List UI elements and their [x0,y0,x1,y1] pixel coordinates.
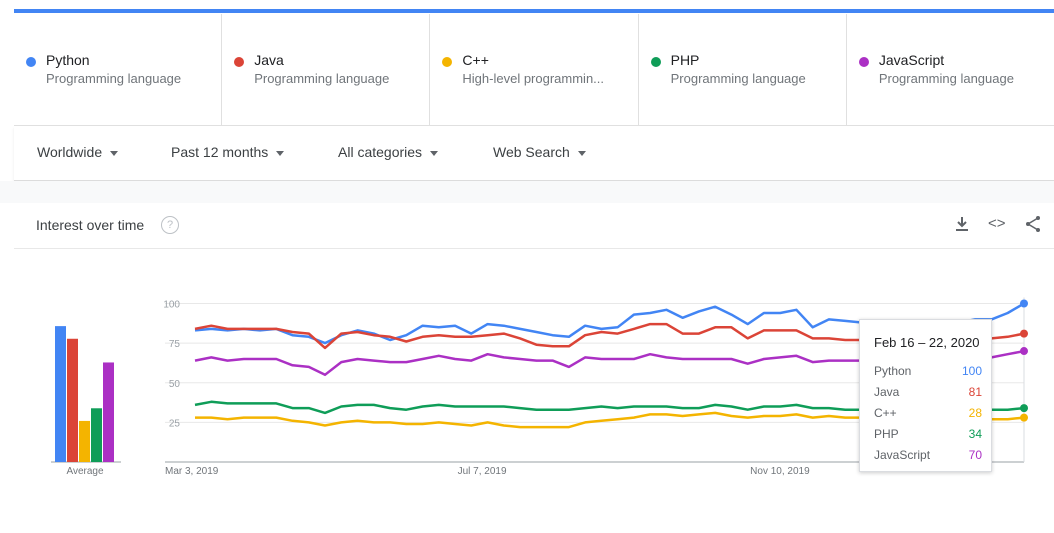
search-type-label: Web Search [493,144,570,160]
card-divider [14,248,1054,249]
x-tick-label: Mar 3, 2019 [165,466,219,477]
term-type: Programming language [46,71,182,86]
tooltip-row: Java 81 [874,385,982,399]
dropdown-arrow-icon [577,150,586,156]
search-type-dropdown[interactable]: Web Search [493,144,586,160]
term-color-dot [26,57,36,67]
series-point-php [1020,404,1028,413]
tooltip-row: Python 100 [874,364,982,378]
tooltip-row: C++ 28 [874,406,982,420]
term-python[interactable]: Python Programming language [14,14,223,125]
compare-terms-bar: Python Programming language Java Program… [14,14,1054,126]
term-color-dot [858,57,869,67]
series-point-python [1020,299,1028,308]
term-php[interactable]: PHP Programming language [639,14,847,125]
average-bar-java [67,338,78,462]
x-tick-label: Nov 10, 2019 [750,466,810,477]
tooltip-label: JavaScript [874,448,931,462]
term-type: Programming language [670,71,806,86]
average-bar-python [55,326,66,462]
term-name: C++ [462,52,489,68]
series-point-javascript [1020,347,1028,356]
category-dropdown[interactable]: All categories [338,144,439,160]
term-java[interactable]: Java Programming language [222,14,431,125]
term-name: Python [46,52,90,68]
help-icon[interactable]: ? [161,216,179,234]
tooltip-date: Feb 16 – 22, 2020 [874,335,980,350]
embed-icon[interactable]: <> [988,215,1006,232]
region-dropdown[interactable]: Worldwide [37,144,119,160]
average-label: Average [66,466,104,477]
term-color-dot [442,57,453,67]
dropdown-arrow-icon [430,150,439,156]
tooltip-value: 34 [968,427,982,441]
average-bar-cpp [79,420,90,462]
share-icon[interactable] [1024,215,1042,238]
term-cpp[interactable]: C++ High-level programmin... [430,14,639,125]
term-type: High-level programmin... [462,71,605,86]
term-color-dot [650,57,661,67]
tooltip-value: 81 [968,385,982,399]
y-tick-label: 100 [163,300,180,311]
tooltip-label: Java [874,385,900,399]
term-name: JavaScript [878,52,945,68]
term-name: Java [254,52,284,68]
y-tick-label: 25 [169,418,181,429]
average-bar-php [91,408,102,462]
term-name: PHP [670,52,700,68]
average-bar-javascript [103,362,114,462]
card-title: Interest over time [36,217,145,233]
tooltip-label: C++ [874,406,897,420]
category-label: All categories [338,144,423,160]
time-range-dropdown[interactable]: Past 12 months [171,144,285,160]
y-tick-label: 75 [169,339,181,350]
region-label: Worldwide [37,144,103,160]
download-icon[interactable] [954,215,970,238]
accent-line [14,9,1054,13]
top-bar [0,0,1054,13]
term-javascript[interactable]: JavaScript Programming language [847,14,1054,125]
tooltip-row: PHP 34 [874,427,982,441]
chart-tooltip: Feb 16 – 22, 2020 Python 100 Java 81 C++ 28… [859,319,992,472]
term-type: Programming language [878,71,1014,86]
y-tick-label: 50 [169,379,181,390]
series-point-cpp [1020,413,1028,422]
dropdown-arrow-icon [276,150,285,156]
section-gap [0,181,1054,203]
term-type: Programming language [254,71,390,86]
term-color-dot [234,57,245,67]
tooltip-value: 28 [968,406,982,420]
dropdown-arrow-icon [110,150,119,156]
series-point-java [1020,329,1028,338]
time-range-label: Past 12 months [171,144,269,160]
tooltip-value: 70 [968,448,982,462]
tooltip-label: Python [874,364,912,378]
tooltip-row: JavaScript 70 [874,448,982,462]
x-tick-label: Jul 7, 2019 [458,466,507,477]
tooltip-value: 100 [961,364,982,378]
filter-bar: Worldwide Past 12 months All categories … [14,126,1054,181]
tooltip-label: PHP [874,427,899,441]
